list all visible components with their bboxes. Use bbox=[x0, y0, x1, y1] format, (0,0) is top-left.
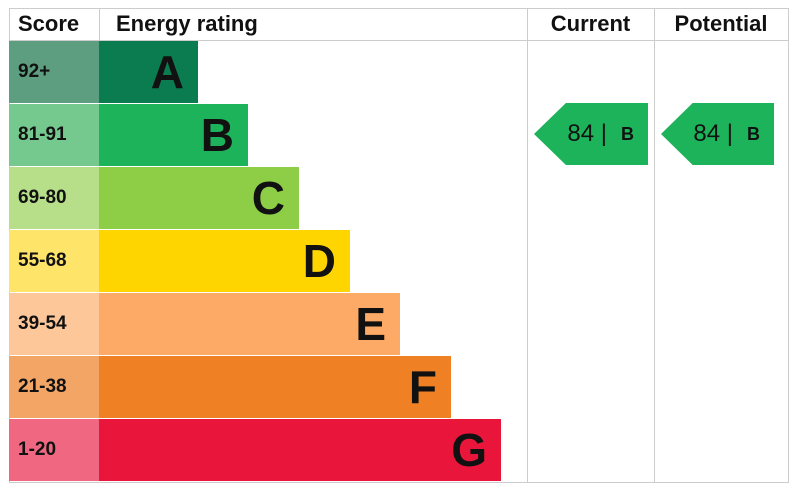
top-border bbox=[9, 8, 789, 9]
divider bbox=[99, 8, 100, 40]
current-letter: B bbox=[621, 123, 634, 144]
score-band-e: 39-54 bbox=[9, 293, 99, 355]
score-band-g: 1-20 bbox=[9, 419, 99, 481]
rating-bar-g: G bbox=[99, 419, 501, 481]
potential-letter: B bbox=[747, 123, 760, 144]
current-rating-arrow: 84 | B bbox=[534, 103, 648, 165]
current-score: 84 | bbox=[567, 120, 607, 147]
right-border bbox=[788, 8, 789, 483]
rating-bar-a: A bbox=[99, 41, 198, 103]
divider bbox=[654, 8, 655, 483]
score-band-a: 92+ bbox=[9, 41, 99, 103]
potential-rating-arrow: 84 | B bbox=[661, 103, 774, 165]
header-score: Score bbox=[18, 11, 80, 36]
header-current: Current bbox=[550, 11, 631, 36]
rating-bar-c: C bbox=[99, 167, 299, 229]
score-band-b: 81-91 bbox=[9, 104, 99, 166]
header-potential: Potential bbox=[674, 11, 768, 36]
divider bbox=[527, 8, 528, 483]
score-band-c: 69-80 bbox=[9, 167, 99, 229]
score-band-d: 55-68 bbox=[9, 230, 99, 292]
score-band-f: 21-38 bbox=[9, 356, 99, 418]
header-divider bbox=[9, 40, 789, 41]
header-energy-rating: Energy rating bbox=[116, 11, 258, 36]
rating-bar-f: F bbox=[99, 356, 451, 418]
bottom-border bbox=[9, 482, 789, 483]
rating-bar-e: E bbox=[99, 293, 400, 355]
rating-bar-d: D bbox=[99, 230, 350, 292]
potential-score: 84 | bbox=[693, 120, 733, 147]
rating-bar-b: B bbox=[99, 104, 248, 166]
